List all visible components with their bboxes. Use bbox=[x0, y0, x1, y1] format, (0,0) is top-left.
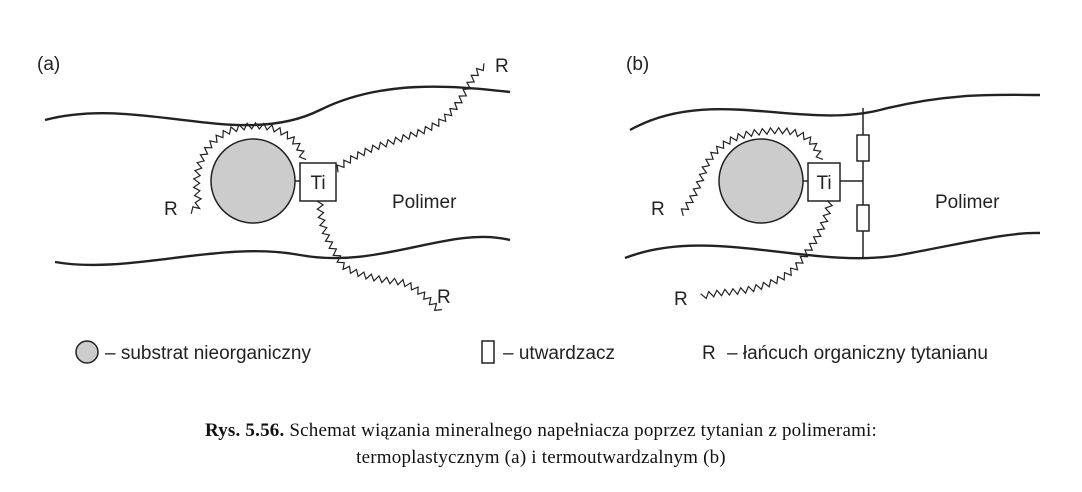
hardener-lower bbox=[856, 204, 870, 232]
panel-a-label: (a) bbox=[37, 54, 60, 75]
legend-r-symbol: R bbox=[702, 343, 716, 364]
organic-chain-a-3 bbox=[316, 200, 442, 312]
ti-box-a bbox=[299, 162, 337, 202]
substrate-particle-a bbox=[210, 138, 296, 224]
legend-hardener-text: – utwardzacz bbox=[503, 343, 615, 364]
hardener-upper bbox=[856, 134, 870, 162]
legend-substrate-text: – substrat nieorganiczny bbox=[105, 343, 311, 364]
organic-chain-b-2 bbox=[700, 200, 834, 300]
polymer-chain-b-upper bbox=[629, 93, 1041, 132]
r-label-a-3: R bbox=[437, 287, 451, 308]
caption-number: Rys. 5.56. bbox=[204, 420, 285, 441]
caption-line-1: Rys. 5.56. Schemat wiązania mineralnego … bbox=[0, 420, 1082, 442]
organic-chain-a-2 bbox=[336, 63, 485, 173]
polymer-chain-b-lower bbox=[624, 231, 1041, 260]
polymer-chain-a-lower bbox=[54, 235, 511, 267]
caption-text-2: termoplastycznym (a) i termoutwardzalnym… bbox=[356, 447, 726, 468]
substrate-particle-b bbox=[718, 138, 804, 224]
polymer-chain-a-upper bbox=[44, 85, 511, 127]
organic-chain-a-1 bbox=[190, 121, 307, 214]
legend-particle-icon bbox=[75, 340, 99, 364]
ti-label-b: Ti bbox=[816, 173, 831, 194]
r-label-a-1: R bbox=[164, 199, 178, 220]
r-label-b-2: R bbox=[674, 289, 688, 310]
r-label-a-2: R bbox=[495, 56, 509, 77]
legend-hardener-icon bbox=[481, 340, 495, 364]
caption-text-1: Schemat wiązania mineralnego napełniacza… bbox=[289, 420, 878, 441]
ti-box-b bbox=[807, 162, 841, 202]
ti-label-a: Ti bbox=[310, 173, 325, 194]
panel-b-label: (b) bbox=[626, 54, 649, 75]
polymer-label-b: Polimer bbox=[935, 192, 1000, 213]
caption-line-2: termoplastycznym (a) i termoutwardzalnym… bbox=[0, 447, 1082, 469]
r-label-b-1: R bbox=[651, 199, 665, 220]
polymer-label-a: Polimer bbox=[392, 192, 457, 213]
organic-chain-b-1 bbox=[680, 126, 824, 217]
legend-chain-text: – łańcuch organiczny tytanianu bbox=[727, 343, 988, 364]
